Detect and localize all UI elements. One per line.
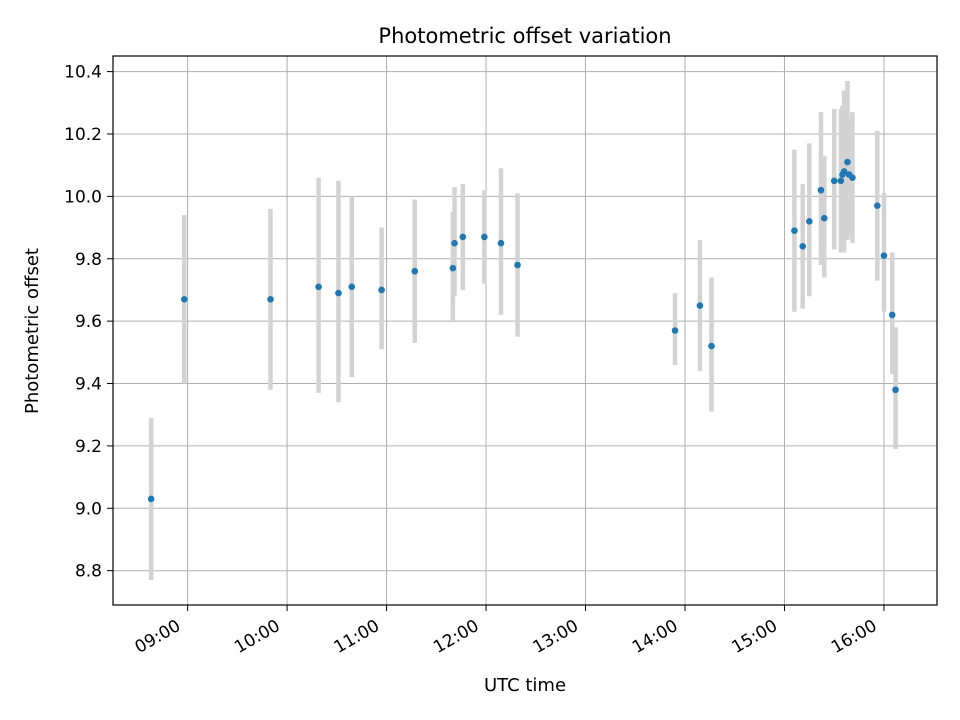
y-tick-label: 9.2 [75, 437, 102, 457]
data-point [378, 286, 385, 294]
grid [113, 56, 937, 605]
data-points [147, 158, 899, 503]
y-tick-label: 10.2 [64, 125, 102, 145]
data-point [514, 261, 521, 269]
chart-title: Photometric offset variation [378, 24, 671, 48]
data-point [820, 214, 828, 222]
data-point [481, 233, 488, 241]
data-point [180, 296, 188, 303]
data-point [844, 158, 851, 166]
data-point [696, 302, 704, 309]
data-point [267, 296, 274, 303]
data-point [837, 177, 845, 185]
data-point [708, 342, 715, 350]
y-axis-title: Photometric offset [22, 248, 43, 414]
data-point [840, 168, 848, 175]
data-point [411, 267, 419, 275]
data-point [817, 186, 825, 194]
y-axis-ticks: 8.8 9.0 9.2 9.4 9.6 9.8 10.0 10.2 10.4 [64, 63, 113, 582]
data-point [335, 289, 342, 297]
data-point [451, 239, 458, 247]
data-point [799, 242, 807, 250]
y-tick-label: 8.8 [75, 562, 102, 582]
data-point [806, 218, 813, 225]
data-point [892, 386, 899, 394]
data-point [849, 174, 856, 181]
data-point [449, 264, 457, 272]
data-point [830, 177, 838, 185]
y-tick-label: 9.0 [75, 499, 102, 519]
y-tick-label: 9.6 [75, 312, 102, 332]
y-tick-label: 9.8 [75, 250, 102, 270]
y-tick-label: 9.4 [75, 375, 102, 395]
data-point [147, 495, 155, 503]
data-point [888, 311, 896, 319]
data-point [348, 283, 356, 291]
x-axis-title: UTC time [484, 675, 566, 696]
data-point [315, 283, 322, 291]
y-tick-label: 10.4 [64, 63, 102, 83]
plot-frame [112, 55, 938, 606]
data-point [459, 233, 467, 241]
y-tick-label: 10.0 [64, 187, 102, 207]
data-point [874, 202, 881, 210]
data-point [497, 239, 505, 247]
data-point [880, 252, 888, 259]
data-point [671, 327, 679, 334]
data-point [791, 227, 798, 234]
